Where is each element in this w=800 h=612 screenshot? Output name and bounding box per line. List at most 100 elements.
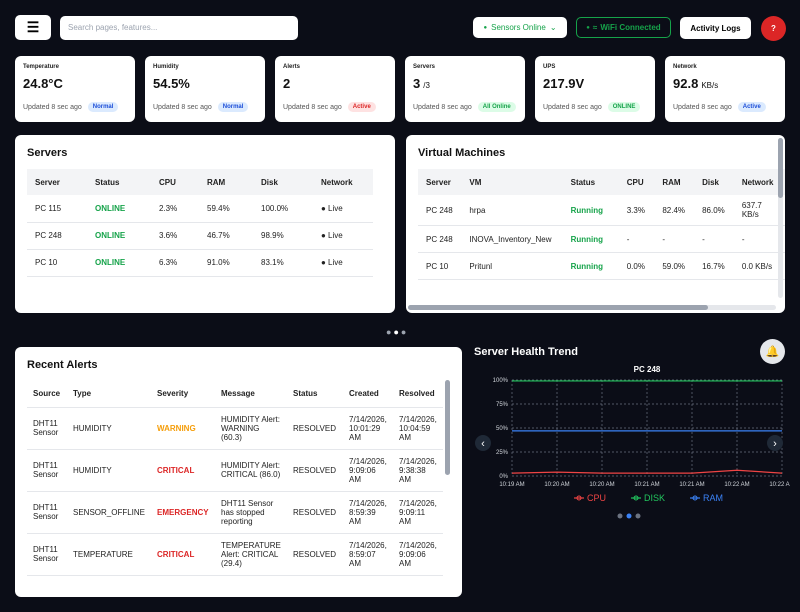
table-cell: 59.4% [199,195,253,223]
menu-button[interactable]: ☰ [15,15,51,40]
table-cell: PC 115 [27,195,87,223]
table-cell: 7/14/2026, 10:01:29 AM [343,407,394,450]
card-value: 92.8 KB/s [673,76,777,91]
activity-logs-button[interactable]: Activity Logs [680,17,751,39]
table-cell: PC 10 [27,249,87,277]
servers-panel: Servers Server Status CPU RAM Disk Network PC 1… [15,135,395,313]
table-cell: HUMIDITY [67,407,152,450]
column-header: Status [562,169,619,195]
y-tick-label: 75% [496,402,509,408]
legend-label: DISK [644,493,665,503]
card-badge: Normal [217,102,249,112]
y-tick-label: 25% [496,450,509,456]
card-label: UPS [543,64,556,70]
table-cell: TEMPERATURE Alert: CRITICAL (29.4) [215,533,288,576]
table-row: DHT11 Sensor SENSOR_OFFLINE EMERGENCY DHT11… [27,491,444,534]
header-row: Server VM Status CPU RAM Disk Network [418,169,785,195]
card-badge: Active [347,102,376,112]
legend-dot [692,495,698,501]
help-button[interactable]: ? [761,16,786,41]
column-header: Disk [694,169,734,195]
table-cell: 82.4% [654,195,695,226]
panel-title: Virtual Machines [418,147,506,159]
column-header: RAM [654,169,695,195]
table-cell: Pritunl [461,252,563,280]
column-header: Disk [253,169,313,195]
table-cell: DHT11 Sensor [27,491,67,534]
legend-dot [576,495,582,501]
column-header: Message [215,381,288,408]
scrollbar[interactable] [445,380,450,475]
table-cell: 7/14/2026, 9:38:38 AM [393,449,444,492]
table-cell: - [654,225,695,253]
table-cell: ● Live [313,222,373,250]
card-footer: Updated 8 sec ago Active [283,102,389,112]
table-cell: DHT11 Sensor [27,449,67,492]
bell-button[interactable]: 🔔 [760,339,785,364]
table-row: DHT11 Sensor HUMIDITY WARNING HUMIDITY Aler… [27,407,444,450]
stat-card: Humidity 54.5% Updated 8 sec ago Normal [145,56,265,122]
nav-arrow[interactable] [767,435,783,451]
card-updated: Updated 8 sec ago [673,103,732,111]
table-cell: ONLINE [87,222,151,250]
table-cell: ONLINE [87,249,151,277]
table-cell: 2.3% [151,195,199,223]
table-cell: hrpa [461,195,563,226]
y-tick-label: 50% [496,426,509,432]
table-row: DHT11 Sensor TEMPERATURE CRITICAL TEMPERATU… [27,533,444,576]
table-cell: HUMIDITY Alert: CRITICAL (86.0) [215,449,288,492]
card-value-number: 92.8 [673,76,699,91]
card-updated: Updated 8 sec ago [543,103,602,111]
card-badge: All Online [477,102,516,112]
carousel-dots[interactable]: ●●● [386,327,409,337]
x-tick-label: 10:22 AM [769,482,790,488]
table-cell: Running [562,225,619,253]
table-cell: - [694,225,734,253]
table-cell: 98.9% [253,222,313,250]
data-table: Server VM Status CPU RAM Disk Network PC 248 hrp… [418,169,785,280]
sensors-text: Sensors Online [491,23,546,32]
table-cell: 0.0 KB/s [733,252,785,280]
table-row: PC 10 Pritunl Running 0.0% 59.0% 16.7% 0.0 KB/… [418,252,785,280]
header-row: Server Status CPU RAM Disk Network [27,169,373,195]
scrollbar[interactable] [408,305,776,310]
table-cell: TEMPERATURE [67,533,152,576]
table-cell: CRITICAL [151,449,216,492]
column-header: Server [418,169,462,195]
header-row: Source Type Severity Message Status Created Re… [27,381,444,408]
card-value: 2 [283,76,387,91]
card-footer: Updated 8 sec ago Normal [23,102,129,112]
table-cell: WARNING [151,407,216,450]
table-row: PC 248 ONLINE 3.6% 46.7% 98.9% ● Live [27,222,373,250]
card-value-number: 24.8°C [23,76,63,91]
table-cell: - [618,225,655,253]
wifi-text: WiFi Connected [600,23,661,32]
sensors-dropdown[interactable]: ● Sensors Online ⌄ [473,17,567,38]
column-header: Status [287,381,344,408]
table-cell: 91.0% [199,249,253,277]
table-cell: PC 10 [418,252,462,280]
search-input[interactable]: Search pages, features... [60,16,298,40]
scrollbar[interactable] [778,138,783,298]
data-table: Source Type Severity Message Status Created Re… [27,381,444,576]
column-header: Created [343,381,394,408]
card-label: Temperature [23,64,59,70]
nav-arrow-glyph: › [773,438,777,450]
legend-dot [633,495,639,501]
y-tick-label: 0% [499,474,508,480]
card-badge: Normal [87,102,119,112]
nav-arrow[interactable] [475,435,491,451]
table-cell: 83.1% [253,249,313,277]
card-updated: Updated 8 sec ago [413,103,472,111]
table-cell: 6.3% [151,249,199,277]
stat-card: UPS 217.9V Updated 8 sec ago ONLINE [535,56,655,122]
card-value-number: 3 [413,76,421,91]
table-cell: RESOLVED [287,407,344,450]
panel-title: Servers [27,147,68,159]
nav-arrow-glyph: ‹ [481,438,485,450]
table-cell: Running [562,252,619,280]
series-line [511,469,783,474]
card-value-number: 2 [283,76,291,91]
legend-label: RAM [703,493,723,503]
